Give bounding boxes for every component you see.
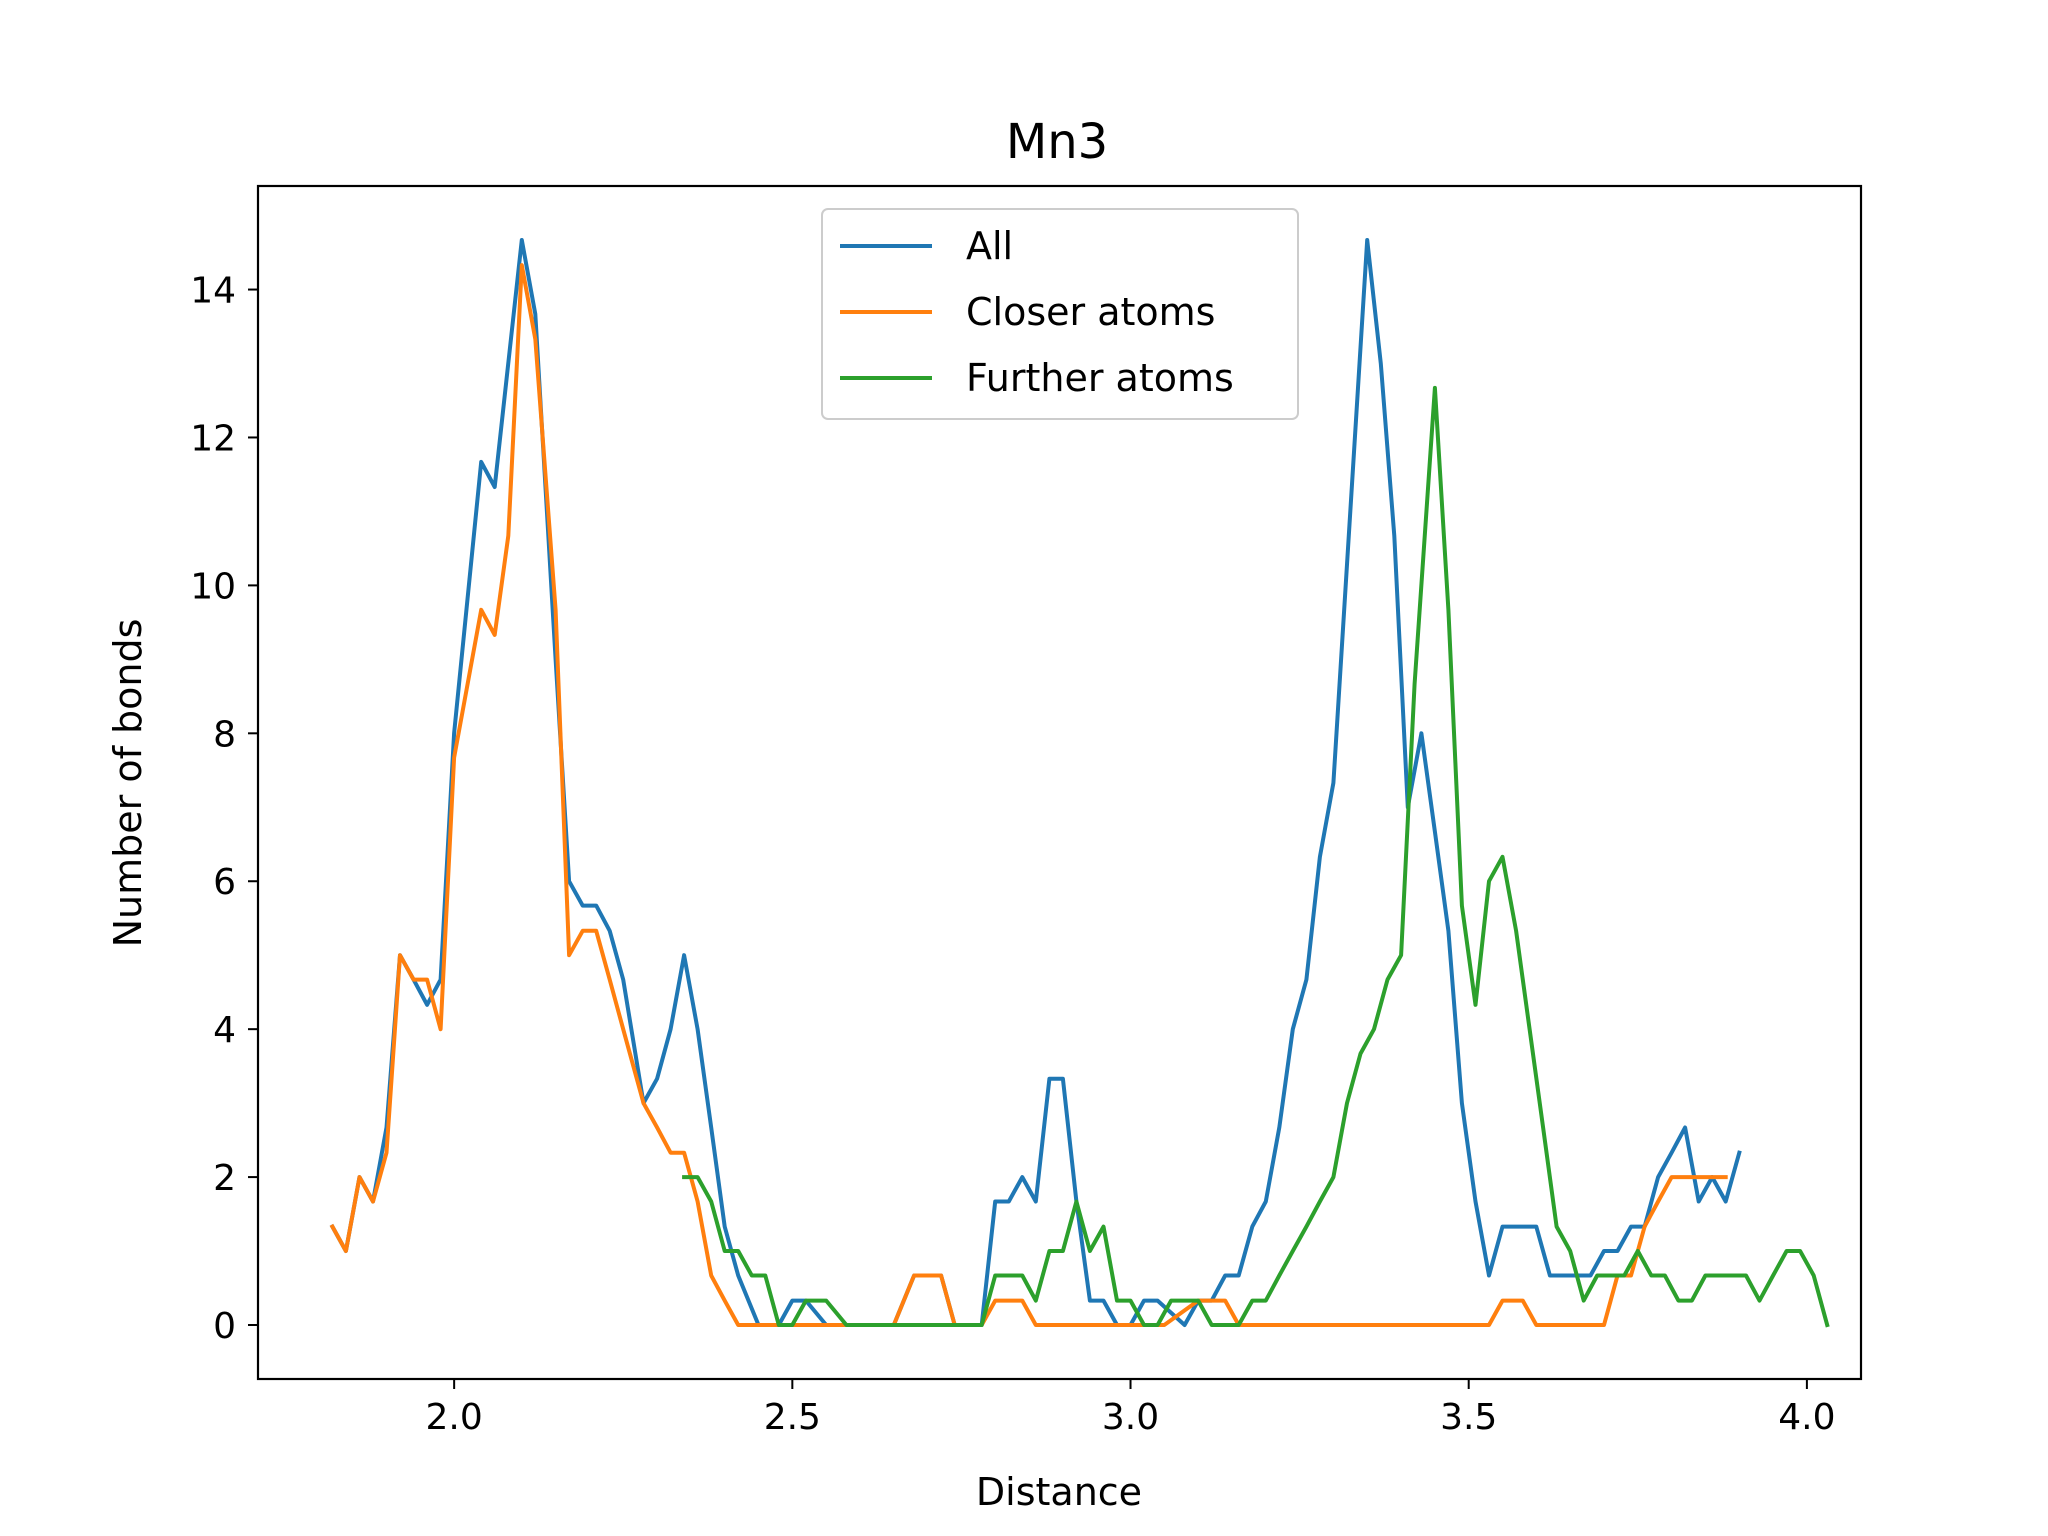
y-tick-label: 2 (213, 1158, 236, 1199)
legend-label: Closer atoms (966, 290, 1215, 334)
x-axis-label: Distance (976, 1470, 1142, 1514)
y-tick-label: 4 (213, 1010, 236, 1051)
legend-box (821, 208, 1299, 420)
y-tick-label: 10 (190, 566, 236, 607)
x-tick-label: 3.0 (1102, 1397, 1159, 1438)
series-line-2 (329, 263, 1728, 1327)
x-tick-label: 2.0 (426, 1397, 483, 1438)
y-tick-label: 12 (190, 418, 236, 459)
y-tick-label: 8 (213, 714, 236, 755)
plot-area (256, 184, 1863, 1381)
y-tick-label: 0 (213, 1306, 236, 1347)
x-tick-label: 4.0 (1778, 1397, 1835, 1438)
series-line-3 (682, 385, 1830, 1328)
legend-label: Further atoms (966, 356, 1234, 400)
y-axis-label: Number of bonds (106, 619, 150, 948)
legend: All Closer atoms Further atoms (821, 208, 1299, 420)
legend-label: All (966, 224, 1013, 268)
y-axis: 0 2 4 6 8 10 12 14 (190, 271, 258, 1347)
x-tick-label: 2.5 (764, 1397, 821, 1438)
y-tick-label: 14 (190, 271, 236, 312)
plot-frame (256, 184, 1863, 1381)
chart-title: Mn3 (1006, 114, 1108, 170)
x-axis: 2.0 2.5 3.0 3.5 4.0 (426, 1379, 1836, 1438)
x-tick-label: 3.5 (1440, 1397, 1497, 1438)
series-layer (329, 238, 1830, 1328)
y-tick-label: 6 (213, 862, 236, 903)
